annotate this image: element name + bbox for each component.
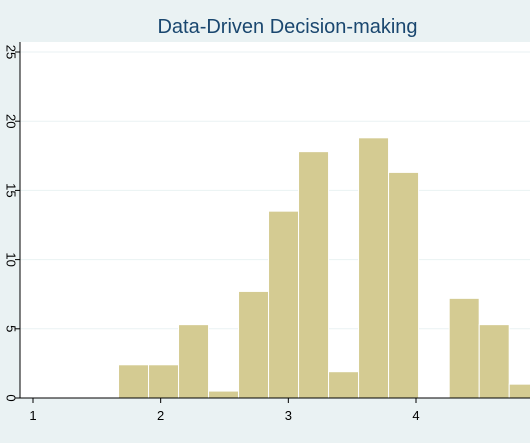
histogram-bar: [358, 137, 390, 399]
histogram-bar: [478, 324, 510, 399]
histogram-bar: [508, 383, 530, 399]
histogram-bar: [148, 364, 180, 399]
x-tick-label: 2: [157, 408, 164, 423]
histogram-bar: [178, 324, 210, 399]
chart-title: Data-Driven Decision-making: [157, 16, 418, 38]
x-tick-label: 1: [29, 408, 36, 423]
y-tick-label: 5: [4, 325, 19, 332]
y-tick-label: 10: [4, 252, 19, 266]
histogram-bar: [208, 390, 240, 399]
y-tick-label: 20: [4, 114, 19, 128]
histogram-bar: [268, 210, 300, 399]
histogram-bar: [298, 151, 330, 399]
histogram-bar: [388, 171, 420, 399]
y-tick-label: 0: [4, 394, 19, 401]
x-tick-label: 4: [412, 408, 419, 423]
histogram-bar: [328, 371, 360, 399]
x-tick-label: 3: [285, 408, 292, 423]
histogram-bar: [238, 290, 270, 399]
y-tick-label: 15: [4, 183, 19, 197]
histogram-bar: [118, 364, 150, 399]
histogram-bar: [448, 297, 480, 399]
y-tick-label: 25: [4, 45, 19, 59]
